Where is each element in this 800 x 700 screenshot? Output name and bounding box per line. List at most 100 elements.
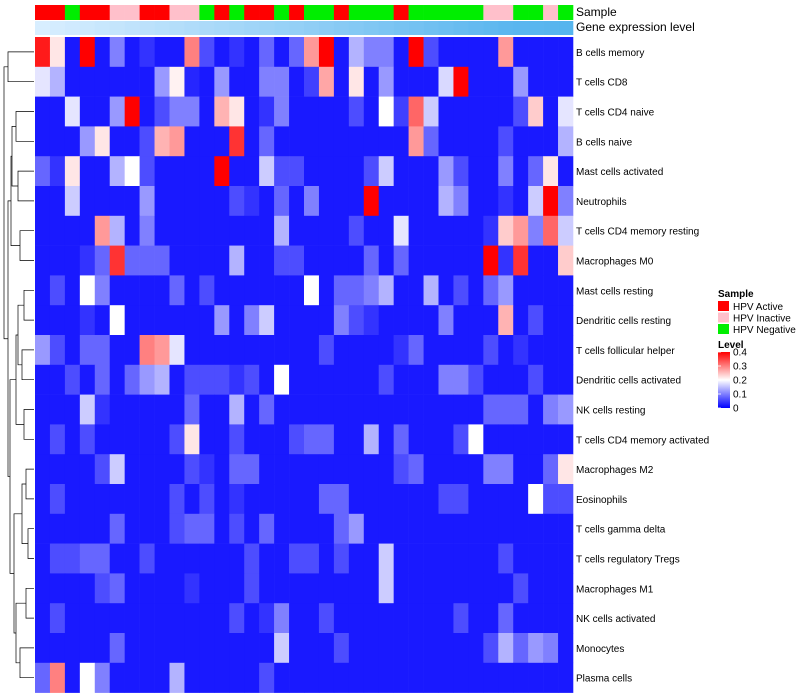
heatmap-cell [348, 335, 365, 366]
sample-annotation-cell [124, 5, 140, 20]
heatmap-cell [94, 543, 111, 574]
heatmap-cell [438, 543, 454, 574]
heatmap-cell [423, 66, 439, 97]
heatmap-cell [438, 66, 454, 97]
heatmap-cell [139, 662, 155, 693]
sample-annotation-cell [139, 5, 155, 20]
heatmap-cell [35, 424, 51, 455]
heatmap-cell [483, 275, 499, 306]
heatmap-cell [408, 275, 424, 306]
heatmap-cell [49, 364, 66, 395]
row-label: T cells gamma delta [576, 525, 666, 536]
heatmap-cell [318, 633, 335, 664]
heatmap-cell [259, 364, 275, 395]
heatmap-cell [513, 633, 529, 664]
sample-annotation-cell [348, 5, 365, 20]
heatmap-cell [274, 245, 290, 276]
heatmap-cell [378, 573, 394, 604]
expression-annotation-cell [244, 21, 260, 35]
heatmap-cell [498, 305, 514, 336]
heatmap-cell [35, 245, 51, 276]
heatmap-cell [558, 364, 574, 395]
dendrogram-branch [3, 66, 8, 340]
expression-annotation-cell [199, 21, 215, 35]
sample-annotation-cell [408, 5, 424, 20]
heatmap-cell [184, 96, 200, 127]
heatmap-cell [289, 245, 305, 276]
heatmap-cell [124, 424, 140, 455]
heatmap-cell [528, 66, 544, 97]
heatmap-cell [483, 633, 499, 664]
heatmap-cell [423, 484, 439, 515]
heatmap-cell [139, 335, 155, 366]
heatmap-cell [543, 245, 559, 276]
sample-annotation-cell [289, 5, 305, 20]
heatmap-cell [318, 37, 335, 68]
heatmap-cell [363, 305, 380, 336]
heatmap-cell [558, 484, 574, 515]
heatmap-cell [408, 335, 424, 366]
heatmap-cell [468, 245, 484, 276]
level-tick-label: 0 [733, 404, 739, 415]
row-label: Macrophages M1 [576, 584, 654, 595]
heatmap-cell [274, 305, 290, 336]
heatmap-cell [139, 394, 155, 425]
heatmap-cell [453, 603, 469, 634]
expression-annotation-cell [378, 21, 394, 35]
sample-annotation-cell [318, 5, 335, 20]
expression-annotation-cell [468, 21, 484, 35]
heatmap-cell [318, 156, 335, 187]
heatmap-cell [513, 364, 529, 395]
heatmap-cell [79, 454, 96, 485]
heatmap-cell [438, 454, 454, 485]
heatmap-cell [468, 394, 484, 425]
row-label: Dendritic cells activated [576, 376, 681, 387]
row-label: B cells memory [576, 48, 644, 59]
heatmap-cell [35, 513, 51, 544]
heatmap-cell [438, 484, 454, 515]
heatmap-cell [304, 156, 320, 187]
heatmap-cell [333, 662, 350, 693]
heatmap-cell [184, 156, 200, 187]
sample-annotation-cell [79, 5, 96, 20]
heatmap-cell [363, 394, 380, 425]
dendrogram-branch [15, 602, 26, 664]
heatmap-cell [214, 513, 230, 544]
heatmap-cell [274, 543, 290, 574]
row-label: T cells CD4 memory activated [576, 435, 709, 446]
heatmap-cell [378, 364, 394, 395]
heatmap-cell [333, 335, 350, 366]
heatmap-cell [109, 543, 125, 574]
heatmap-cell [244, 513, 260, 544]
heatmap-cell [453, 305, 469, 336]
heatmap-cell [35, 484, 51, 515]
heatmap-cell [35, 126, 51, 157]
heatmap-cell [154, 96, 170, 127]
heatmap-cell [139, 573, 155, 604]
heatmap-cell [408, 662, 424, 693]
heatmap-cell [333, 186, 350, 217]
heatmap-cell [348, 245, 365, 276]
heatmap-cell [498, 513, 514, 544]
heatmap-cell [35, 454, 51, 485]
heatmap-cell [423, 364, 439, 395]
heatmap-cell [543, 96, 559, 127]
heatmap-cell [214, 394, 230, 425]
heatmap-cell [468, 126, 484, 157]
heatmap-cell [558, 37, 574, 68]
expression-annotation-cell [393, 21, 409, 35]
heatmap-cell [393, 662, 409, 693]
heatmap-cell [139, 37, 155, 68]
heatmap-cell [169, 394, 185, 425]
heatmap-cell [363, 513, 380, 544]
heatmap-cell [214, 37, 230, 68]
sample-annotation-cell [109, 5, 125, 20]
heatmap-cell [513, 66, 529, 97]
heatmap-cell [184, 215, 200, 246]
heatmap-cell [199, 37, 215, 68]
sample-annotation-cell [483, 5, 499, 20]
sample-annotation-cell [214, 5, 230, 20]
heatmap-cell [393, 186, 409, 217]
heatmap-cell [94, 96, 111, 127]
heatmap-cell [513, 394, 529, 425]
